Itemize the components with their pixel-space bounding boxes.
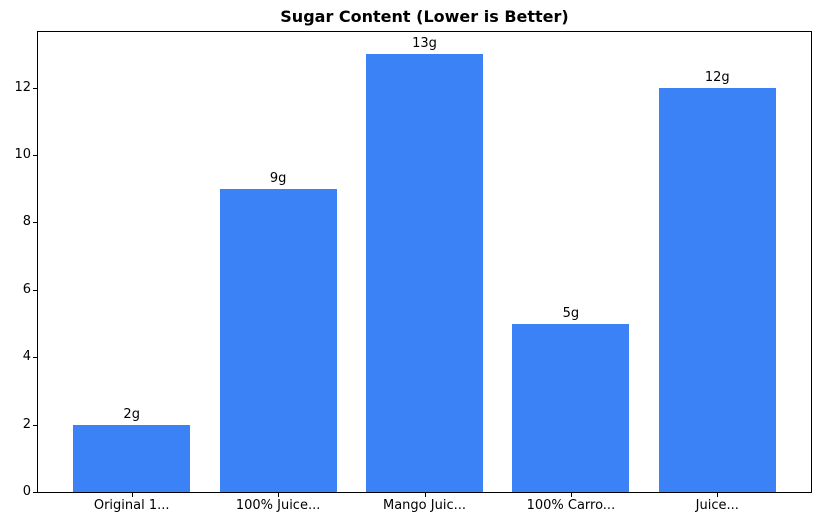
y-tick-mark	[33, 357, 37, 359]
bar	[73, 424, 191, 492]
y-tick-label: 6	[22, 281, 31, 297]
x-tick-label: 100% Carro...	[526, 498, 616, 513]
bar	[512, 323, 630, 492]
chart-title: Sugar Content (Lower is Better)	[280, 7, 569, 26]
x-tick-mark	[131, 493, 133, 497]
x-tick-mark	[424, 493, 426, 497]
x-tick-mark	[278, 493, 280, 497]
bar-value-label: 12g	[704, 69, 730, 85]
x-tick-label: Mango Juic...	[383, 498, 466, 513]
y-tick-mark	[33, 289, 37, 291]
bar-value-label: 9g	[269, 170, 287, 186]
bar-value-label: 13g	[412, 35, 437, 51]
y-tick-label: 8	[22, 214, 31, 230]
bar	[219, 188, 337, 492]
y-tick-label: 0	[22, 484, 31, 499]
y-tick-label: 10	[14, 147, 31, 162]
x-tick-mark	[570, 493, 572, 497]
y-tick-label: 2	[22, 416, 31, 432]
y-tick-mark	[33, 155, 37, 156]
x-tick-mark	[717, 493, 719, 497]
bar-value-label: 5g	[562, 305, 580, 321]
bar-value-label: 2g	[123, 406, 140, 422]
bar	[658, 87, 776, 492]
plot-area: 2g 9g 13g 5g 12g	[37, 31, 812, 493]
y-tick-label: 4	[22, 349, 31, 365]
bar	[365, 53, 484, 492]
y-tick-mark	[33, 492, 37, 493]
x-tick-label: Original 1...	[93, 498, 170, 513]
x-tick-label: Juice...	[695, 498, 739, 513]
y-tick-mark	[33, 222, 37, 224]
x-tick-label: 100% Juice...	[235, 498, 321, 513]
y-tick-label: 12	[14, 79, 31, 95]
y-tick-mark	[33, 87, 37, 89]
y-tick-mark	[33, 424, 37, 426]
